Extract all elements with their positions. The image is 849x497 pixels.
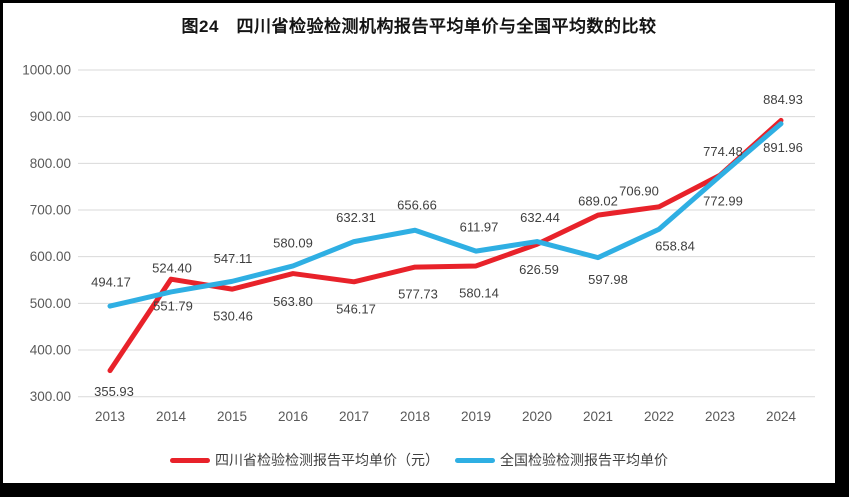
national-data-label: 658.84 [655,239,695,254]
national-data-label: 884.93 [763,92,803,107]
y-tick-label: 600.00 [30,249,71,264]
sichuan-data-label: 546.17 [336,301,376,316]
legend-label-sichuan: 四川省检验检测报告平均单价（元） [215,452,439,468]
sichuan-data-label: 891.96 [763,140,803,155]
x-tick-label: 2013 [95,409,125,424]
sichuan-line [107,117,784,374]
chart-frame: 图24 四川省检验检测机构报告平均单价与全国平均数的比较 300.00 400.0… [3,3,835,483]
x-tick-label: 2014 [156,409,187,424]
y-tick-label: 300.00 [30,389,71,404]
national-line-swatch [455,457,495,463]
y-tick-label: 800.00 [30,156,71,171]
national-line [107,121,784,309]
national-data-label: 524.40 [152,260,192,275]
sichuan-data-label: 706.90 [619,183,659,198]
sichuan-data-label: 580.14 [459,285,499,300]
x-tick-label: 2017 [339,409,369,424]
x-tick-label: 2020 [522,409,552,424]
national-data-label: 656.66 [397,198,437,213]
x-tick-label: 2023 [705,409,735,424]
national-data-label: 632.44 [520,210,560,225]
x-tick-label: 2019 [461,409,491,424]
sichuan-data-label: 689.02 [578,194,618,209]
sichuan-data-label: 355.93 [94,384,134,399]
sichuan-data-label: 577.73 [398,287,438,302]
national-data-label: 772.99 [703,193,743,208]
legend-label-national: 全国检验检测报告平均单价 [500,452,668,468]
sichuan-data-label: 774.48 [703,144,743,159]
y-tick-label: 400.00 [30,343,71,358]
national-data-label: 580.09 [273,235,313,250]
x-tick-label: 2024 [766,409,797,424]
x-tick-label: 2016 [278,409,308,424]
x-tick-label: 2022 [644,409,674,424]
national-data-label: 494.17 [91,275,131,290]
x-tick-label: 2015 [217,409,247,424]
sichuan-data-label: 626.59 [519,262,559,277]
sichuan-data-label: 563.80 [273,294,313,309]
legend-item-sichuan: 四川省检验检测报告平均单价（元） [170,450,439,470]
legend-item-national: 全国检验检测报告平均单价 [455,450,668,470]
sichuan-data-label: 530.46 [213,309,253,324]
y-tick-label: 700.00 [30,203,71,218]
national-data-label: 632.31 [336,210,376,225]
national-data-label: 597.98 [588,272,628,287]
sichuan-data-label: 551.79 [153,299,193,314]
national-data-label: 547.11 [214,251,253,266]
y-tick-label: 1000.00 [22,63,71,78]
legend: 四川省检验检测报告平均单价（元） 全国检验检测报告平均单价 [3,450,835,470]
sichuan-line-swatch [170,457,210,463]
chart-title: 图24 四川省检验检测机构报告平均单价与全国平均数的比较 [181,17,657,36]
x-tick-label: 2021 [583,409,613,424]
y-tick-label: 500.00 [30,296,71,311]
y-tick-label: 900.00 [30,109,71,124]
x-tick-label: 2018 [400,409,430,424]
line-chart: 300.00 400.00 500.00 600.00 700.00 800.00 900.… [22,63,815,424]
national-data-label: 611.97 [460,220,499,235]
